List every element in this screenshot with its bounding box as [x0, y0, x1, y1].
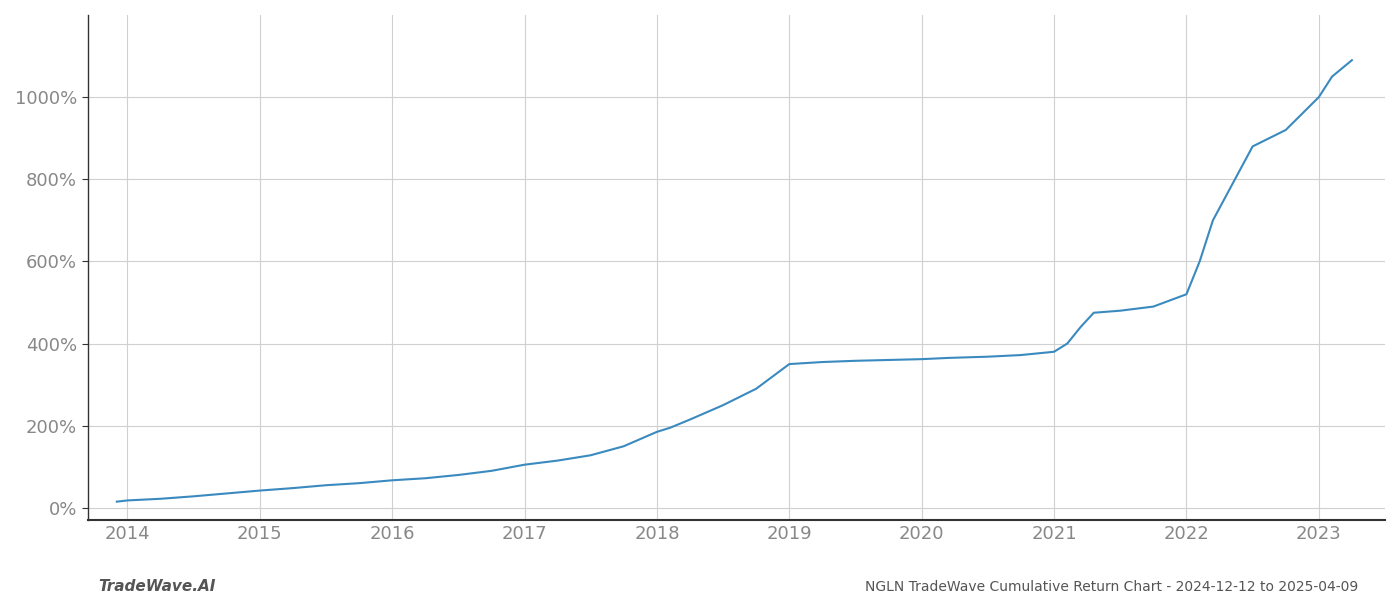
- Text: TradeWave.AI: TradeWave.AI: [98, 579, 216, 594]
- Text: NGLN TradeWave Cumulative Return Chart - 2024-12-12 to 2025-04-09: NGLN TradeWave Cumulative Return Chart -…: [865, 580, 1358, 594]
